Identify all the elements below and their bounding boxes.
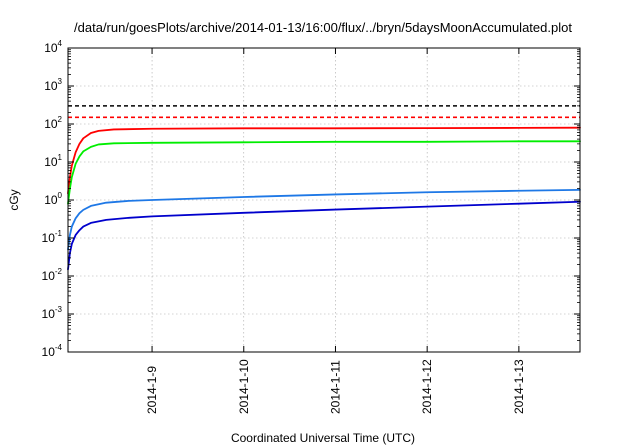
y-tick-exponent: 0 <box>58 191 63 200</box>
y-tick-base: 10 <box>44 41 58 55</box>
chart-title: /data/run/goesPlots/archive/2014-01-13/1… <box>74 20 572 35</box>
y-tick-base: 10 <box>44 155 58 169</box>
y-tick-base: 10 <box>44 193 58 207</box>
x-axis-label: Coordinated Universal Time (UTC) <box>231 431 415 445</box>
y-tick-label: 103 <box>44 77 62 93</box>
y-tick-label: 104 <box>44 39 62 55</box>
x-tick-label: 2014-1-13 <box>512 359 526 414</box>
x-tick-label: 2014-1-11 <box>328 360 342 414</box>
series-layer <box>67 105 581 271</box>
y-tick-label: 101 <box>44 153 62 169</box>
y-tick-label: 10-1 <box>42 229 63 245</box>
x-tick-label: 2014-1-10 <box>237 359 251 414</box>
series-line-3 <box>67 140 581 205</box>
series-line-5 <box>67 200 581 271</box>
x-tick-labels: 2014-1-9 2014-1-10 2014-1-11 2014-1-12 2014-… <box>145 359 526 414</box>
y-tick-base: 10 <box>42 345 56 359</box>
y-tick-base: 10 <box>44 79 58 93</box>
y-tick-label: 100 <box>44 191 62 207</box>
y-tick-base: 10 <box>42 269 56 283</box>
y-tick-label: 10-4 <box>42 343 63 359</box>
y-tick-base: 10 <box>44 117 58 131</box>
y-tick-label: 10-2 <box>42 267 63 283</box>
y-tick-exponent: 1 <box>58 153 63 162</box>
y-tick-base: 10 <box>42 307 56 321</box>
y-tick-base: 10 <box>42 231 56 245</box>
y-tick-exponent: -3 <box>55 305 63 314</box>
y-axis-label: cGy <box>7 189 21 210</box>
x-tick-label: 2014-1-9 <box>145 366 159 414</box>
y-tick-exponent: -1 <box>55 229 63 238</box>
y-tick-exponent: 3 <box>58 77 63 86</box>
series-line-4 <box>67 188 581 251</box>
y-tick-exponent: 2 <box>58 115 63 124</box>
tick-marks <box>68 47 580 353</box>
series-line-2 <box>67 126 581 195</box>
y-tick-exponent: -4 <box>55 343 63 352</box>
y-tick-label: 10-3 <box>42 305 63 321</box>
x-tick-label: 2014-1-12 <box>420 359 434 414</box>
y-tick-exponent: -2 <box>55 267 63 276</box>
y-tick-label: 102 <box>44 115 62 131</box>
y-tick-exponent: 4 <box>58 39 63 48</box>
